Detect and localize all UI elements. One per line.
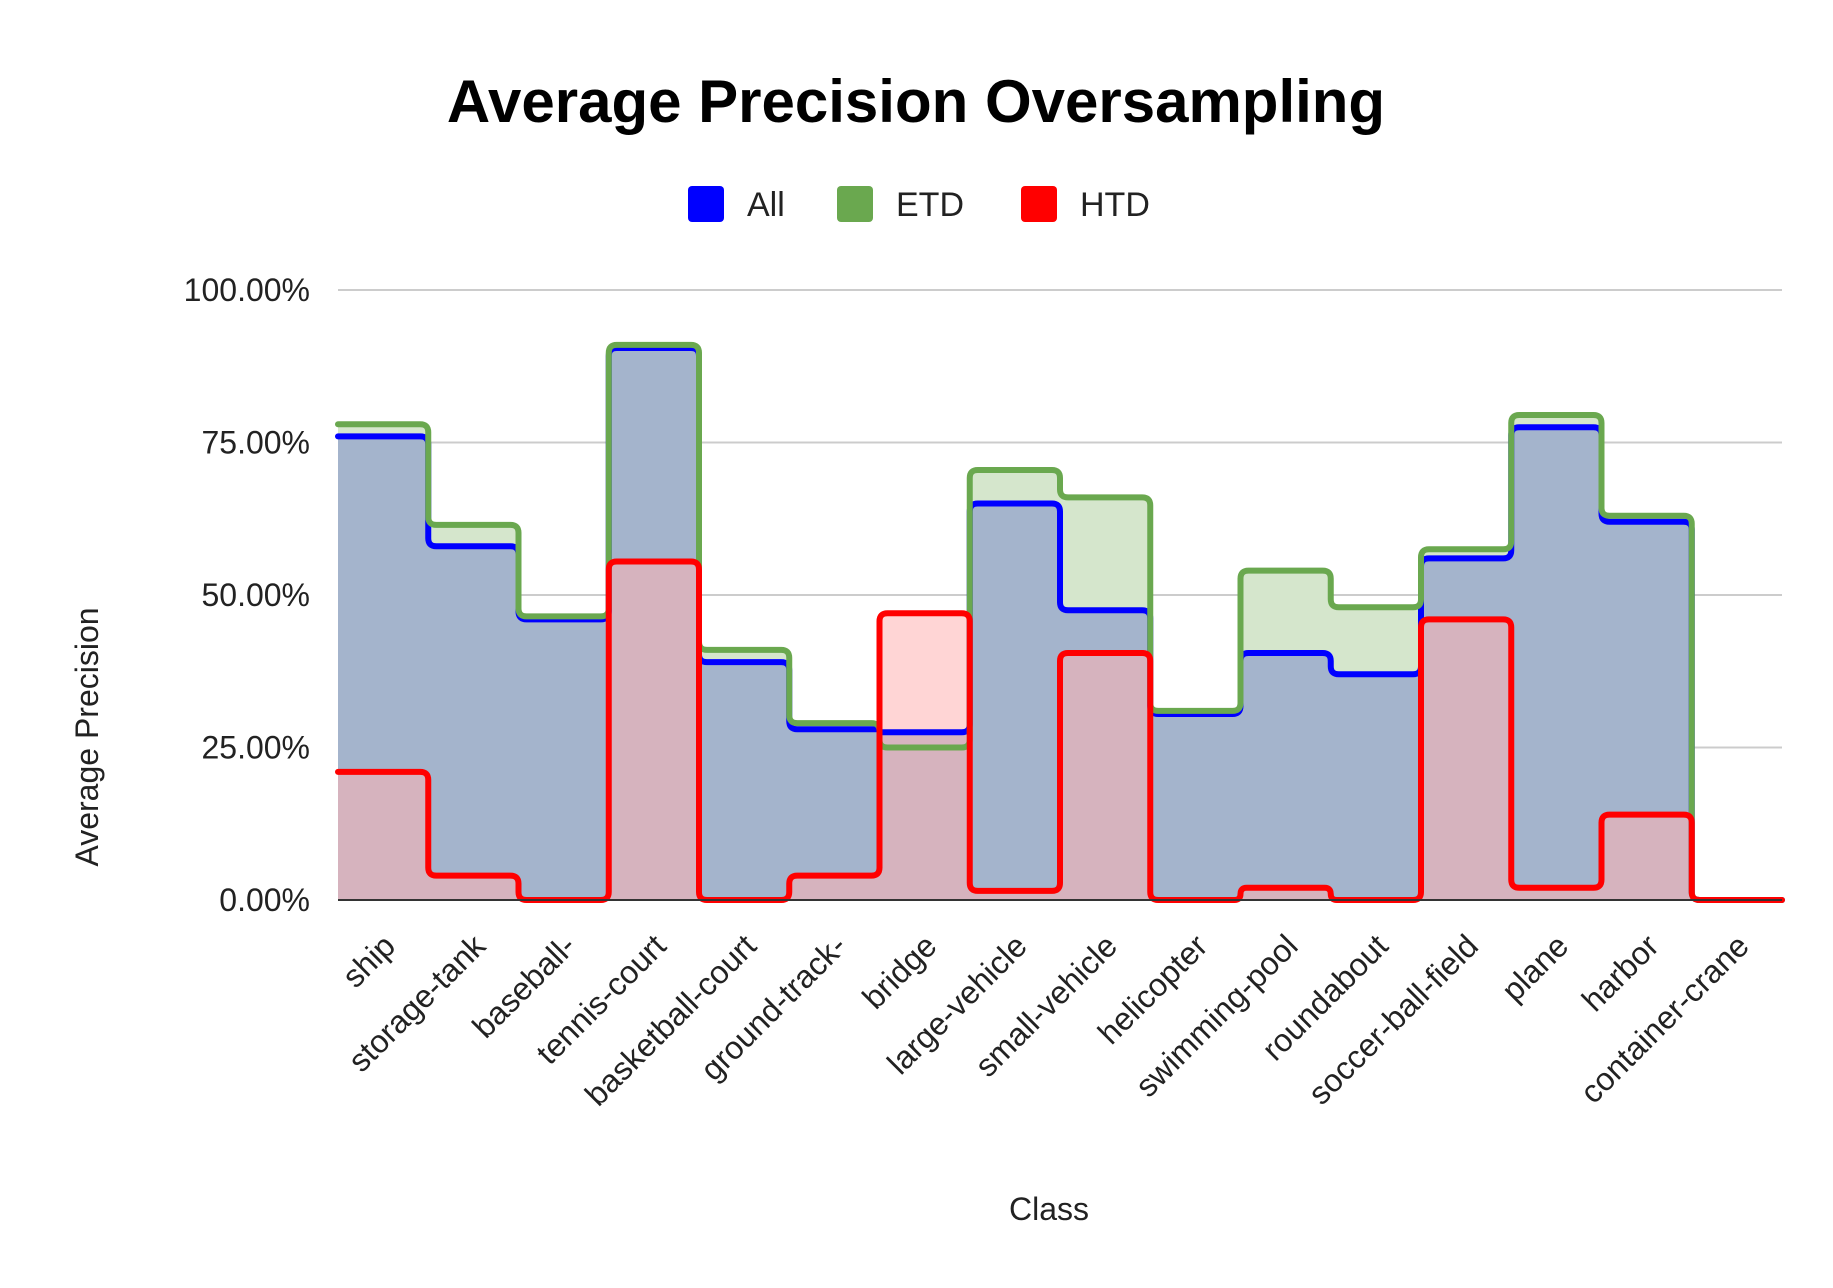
legend-swatch-htd xyxy=(1021,186,1057,222)
legend-swatch-all xyxy=(688,186,724,222)
series-lines xyxy=(335,341,1785,903)
chart-title: Average Precision Oversampling xyxy=(447,68,1385,135)
x-axis-category-labels: shipstorage-tankbaseball-tennis-courtbas… xyxy=(335,927,1756,1113)
x-category-label: ship xyxy=(335,927,402,994)
y-tick-label: 0.00% xyxy=(219,882,310,918)
y-tick-label: 75.00% xyxy=(201,425,310,461)
y-axis-ticks: 0.00% 25.00% 50.00% 75.00% 100.00% xyxy=(184,272,310,918)
x-category-label: bridge xyxy=(855,927,943,1015)
legend: All ETD HTD xyxy=(688,186,1150,224)
x-category-label: plane xyxy=(1495,927,1576,1008)
legend-label-all: All xyxy=(747,186,785,224)
x-axis-title: Class xyxy=(1009,1191,1089,1227)
y-axis-title: Average Precision xyxy=(69,607,105,866)
legend-swatch-etd xyxy=(837,186,873,222)
x-category-label: swimming-pool xyxy=(1128,927,1304,1103)
line-htd xyxy=(335,558,1785,903)
x-category-label: soccer-ball-field xyxy=(1301,927,1485,1111)
legend-label-htd: HTD xyxy=(1080,186,1150,224)
x-category-label: container-crane xyxy=(1573,927,1756,1110)
y-tick-label: 25.00% xyxy=(201,730,310,766)
legend-label-etd: ETD xyxy=(896,186,964,224)
y-tick-label: 50.00% xyxy=(201,577,310,613)
y-tick-label: 100.00% xyxy=(184,272,310,308)
